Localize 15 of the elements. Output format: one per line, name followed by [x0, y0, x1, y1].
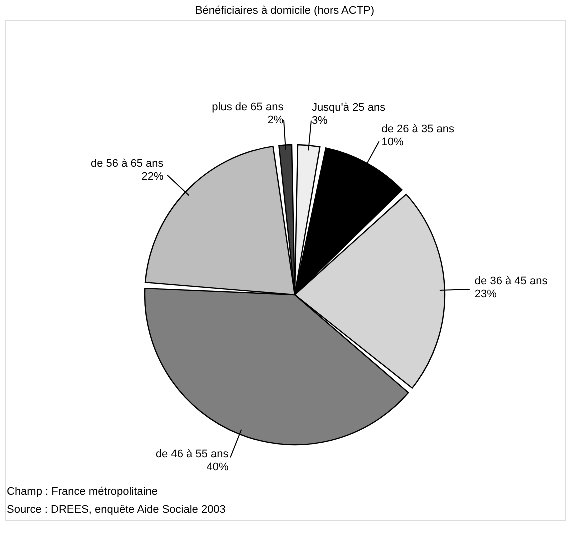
text: Champ : France métropolitaine [7, 486, 158, 498]
slice-label: plus de 65 ans [212, 101, 284, 114]
chart-title: Bénéficiaires à domicile (hors ACTP) [195, 5, 375, 17]
source-note: Source : DREES, enquête Aide Sociale 2003 [7, 504, 226, 516]
slice-label: de 56 à 65 ans [90, 158, 164, 170]
data-label: 2% [268, 114, 284, 126]
slice-label: de 26 à 35 ans [382, 123, 455, 136]
slice-label: de 46 à 55 ans [156, 448, 230, 460]
data-label: 40% [206, 461, 229, 474]
slice-label: de 36 à 45 ans [474, 275, 548, 288]
data-label: 22% [142, 170, 164, 183]
data-label: 10% [382, 136, 404, 148]
data-label: 3% [312, 114, 328, 127]
data-label: 23% [474, 288, 498, 300]
slice-label: Jusqu'à 25 ans [312, 102, 386, 114]
